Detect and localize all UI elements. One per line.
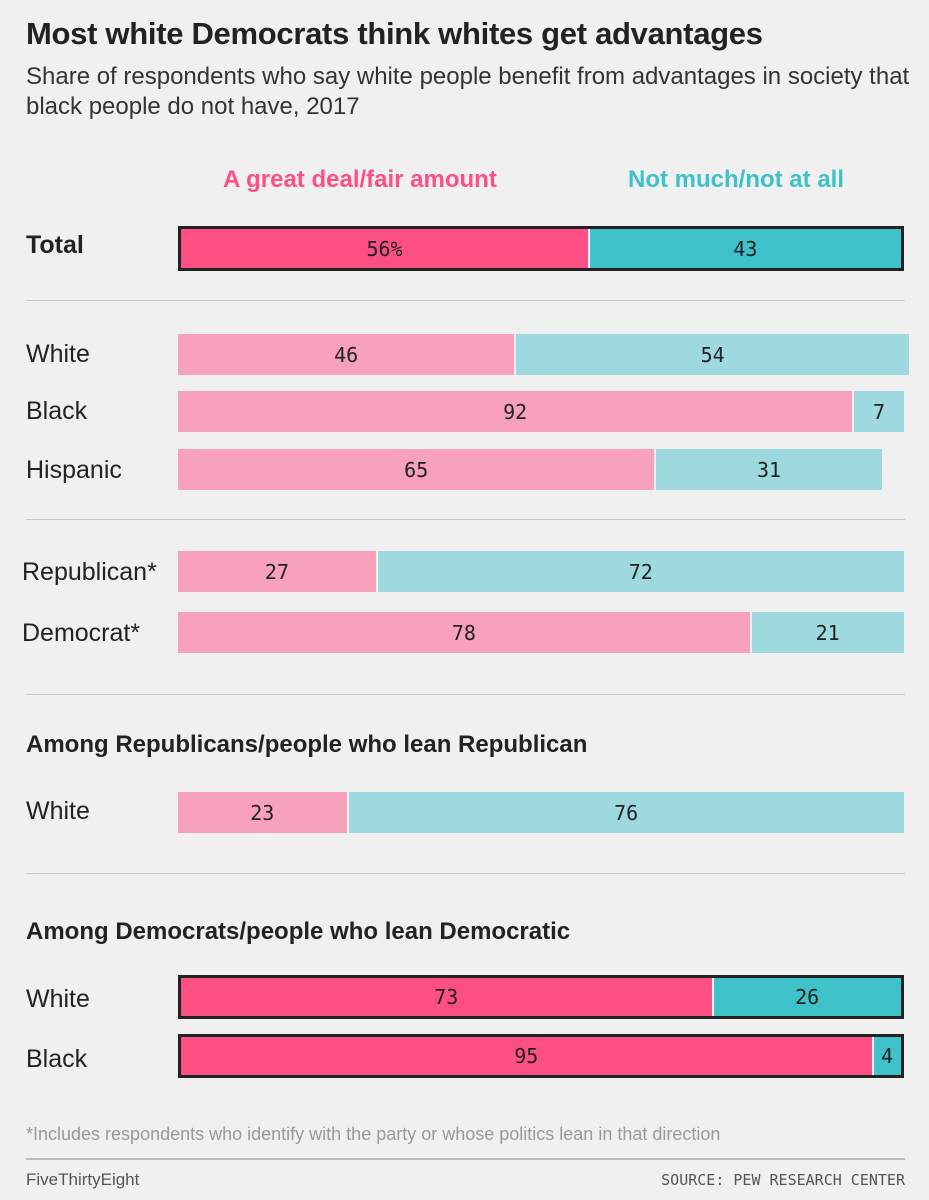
source-credit: SOURCE: PEW RESEARCH CENTER <box>661 1171 905 1189</box>
chart-title: Most white Democrats think whites get ad… <box>26 16 763 51</box>
brand-logo-text: FiveThirtyEight <box>26 1170 140 1189</box>
stacked-bar: 95 4 <box>178 1034 904 1078</box>
row-label: White <box>26 985 90 1013</box>
row-label: Black <box>26 397 88 425</box>
footer-divider <box>26 1158 905 1160</box>
chart-subtitle: Share of respondents who say white peopl… <box>26 63 910 120</box>
row-label: Hispanic <box>26 456 122 484</box>
bar-segment-agree: 78 <box>178 612 750 653</box>
bar-segment-agree: 27 <box>178 551 376 592</box>
bar-segment-agree: 65 <box>178 449 655 490</box>
stacked-bar: 73 26 <box>178 975 904 1019</box>
bar-segment-disagree: 31 <box>654 449 882 490</box>
section-heading: Among Republicans/people who lean Republ… <box>26 731 588 758</box>
bar-segment-disagree: 26 <box>711 978 901 1016</box>
stacked-bar: 27 72 <box>178 551 904 592</box>
legend-agree: A great deal/fair amount <box>223 166 497 193</box>
stacked-bar: 78 21 <box>178 612 904 653</box>
row-label: White <box>26 340 90 368</box>
bar-segment-disagree: 21 <box>749 612 904 653</box>
bar-segment-disagree: 7 <box>852 391 904 432</box>
footnote: *Includes respondents who identify with … <box>26 1124 721 1144</box>
row-label: Democrat* <box>22 619 141 647</box>
bar-segment-disagree: 72 <box>375 551 904 592</box>
section-divider <box>26 519 905 520</box>
bar-segment-disagree: 4 <box>871 1037 901 1075</box>
bar-segment-agree: 95 <box>181 1037 872 1075</box>
row-label: Republican* <box>22 558 157 586</box>
stacked-bar: 56% 43 <box>178 226 904 271</box>
section-divider <box>26 873 905 874</box>
section-divider <box>26 694 905 695</box>
section-heading: Among Democrats/people who lean Democrat… <box>26 918 571 945</box>
bar-segment-agree: 23 <box>178 792 347 833</box>
stacked-bar: 92 7 <box>178 391 904 432</box>
bar-segment-agree: 56% <box>181 229 589 268</box>
row-label: Black <box>26 1045 88 1073</box>
bar-segment-disagree: 76 <box>346 792 904 833</box>
row-label: Total <box>26 231 84 259</box>
stacked-bar: 65 31 <box>178 449 882 490</box>
legend-disagree: Not much/not at all <box>628 166 844 193</box>
bar-segment-disagree: 43 <box>588 229 901 268</box>
section-divider <box>26 300 905 301</box>
stacked-bar: 46 54 <box>178 334 909 375</box>
bar-segment-agree: 73 <box>181 978 712 1016</box>
stacked-bar: 23 76 <box>178 792 904 833</box>
bar-segment-agree: 46 <box>178 334 515 375</box>
bar-segment-disagree: 54 <box>514 334 909 375</box>
bar-segment-agree: 92 <box>178 391 853 432</box>
row-label: White <box>26 797 90 825</box>
